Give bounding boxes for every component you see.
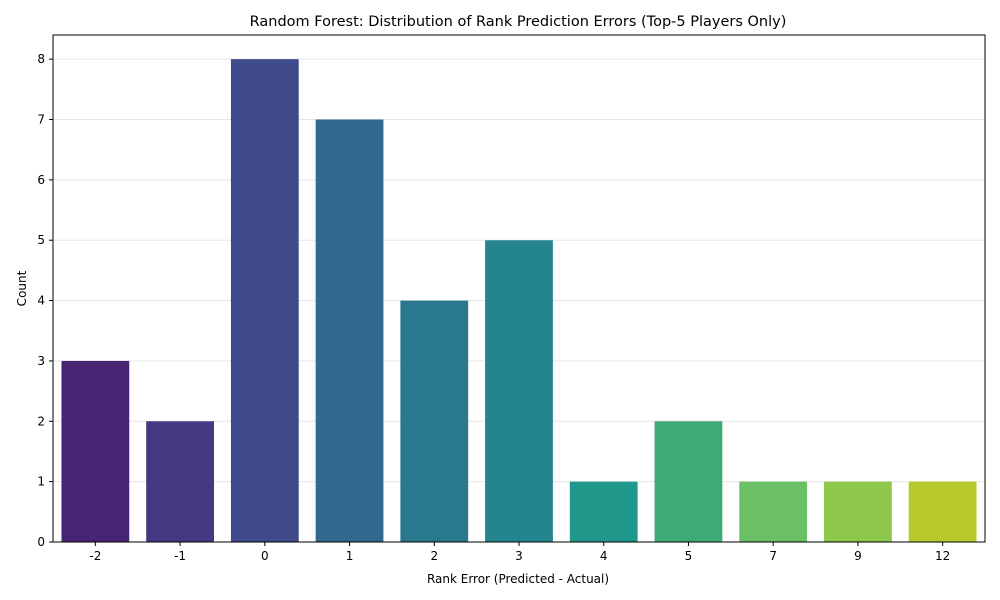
x-tick-label: 4 xyxy=(600,549,608,563)
y-tick-label: 7 xyxy=(37,113,45,127)
x-tick-label: 0 xyxy=(261,549,269,563)
bar-1 xyxy=(315,119,384,542)
bar-4 xyxy=(569,481,638,542)
bar--2 xyxy=(61,360,130,542)
x-tick-label: 5 xyxy=(685,549,693,563)
x-tick-label: -1 xyxy=(174,549,186,563)
x-tick-label: 3 xyxy=(515,549,523,563)
y-tick-label: 5 xyxy=(37,233,45,247)
y-tick-label: 2 xyxy=(37,414,45,428)
y-tick-label: 6 xyxy=(37,173,45,187)
x-tick-label: 2 xyxy=(430,549,438,563)
bar-2 xyxy=(400,300,469,542)
y-tick-label: 8 xyxy=(37,52,45,66)
bar-9 xyxy=(824,481,892,542)
bar-12 xyxy=(908,481,977,542)
y-tick-label: 4 xyxy=(37,294,45,308)
y-tick-label: 3 xyxy=(37,354,45,368)
y-axis-label: Count xyxy=(15,270,29,306)
x-axis-label: Rank Error (Predicted - Actual) xyxy=(427,572,609,586)
bar-5 xyxy=(654,421,723,542)
x-tick-label: 1 xyxy=(346,549,354,563)
chart-title: Random Forest: Distribution of Rank Pred… xyxy=(250,14,787,30)
x-tick-label: 12 xyxy=(935,549,950,563)
bars xyxy=(61,59,977,543)
y-tick-label: 1 xyxy=(37,475,45,489)
bar--1 xyxy=(146,421,214,542)
x-tick-label: 7 xyxy=(769,549,777,563)
x-axis-ticks: -2 -1 0 1 2 3 4 5 7 9 12 xyxy=(89,542,950,563)
x-tick-label: -2 xyxy=(89,549,101,563)
y-axis-ticks: 0 1 2 3 4 5 6 7 8 xyxy=(37,52,53,549)
bar-3 xyxy=(485,240,553,542)
bar-7 xyxy=(739,481,808,542)
x-tick-label: 9 xyxy=(854,549,862,563)
bar-0 xyxy=(230,59,299,543)
y-tick-label: 0 xyxy=(37,535,45,549)
